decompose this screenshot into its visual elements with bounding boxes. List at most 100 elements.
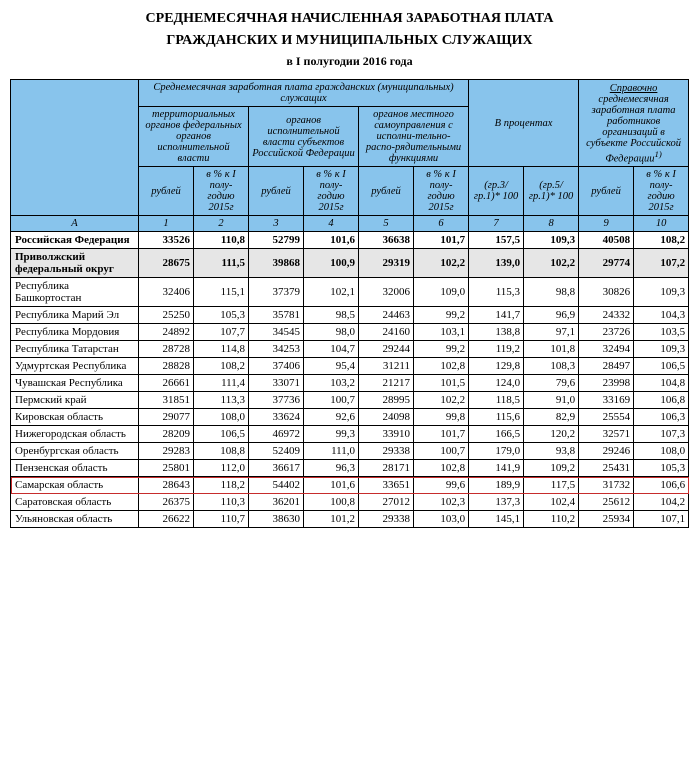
cell: 120,2: [524, 426, 579, 443]
cell: 25431: [579, 460, 634, 477]
cell: 157,5: [469, 232, 524, 249]
colnum-5: 5: [359, 216, 414, 232]
cell: 24098: [359, 409, 414, 426]
cell: 96,3: [304, 460, 359, 477]
row-label: Приволжский федеральный округ: [11, 249, 139, 278]
cell: 29283: [139, 443, 194, 460]
cell: 29077: [139, 409, 194, 426]
cell: 96,9: [524, 307, 579, 324]
cell: 108,2: [634, 232, 689, 249]
table-row: Приволжский федеральный округ28675111,53…: [11, 249, 689, 278]
header-pct-1: в % к I полу-годию 2015г: [194, 167, 249, 216]
cell: 179,0: [469, 443, 524, 460]
cell: 36638: [359, 232, 414, 249]
cell: 25554: [579, 409, 634, 426]
cell: 189,9: [469, 477, 524, 494]
cell: 24892: [139, 324, 194, 341]
cell: 29338: [359, 511, 414, 528]
cell: 108,2: [194, 358, 249, 375]
colnum-a: А: [11, 216, 139, 232]
cell: 39868: [249, 249, 304, 278]
cell: 145,1: [469, 511, 524, 528]
table-row: Самарская область28643118,254402101,6336…: [11, 477, 689, 494]
cell: 25934: [579, 511, 634, 528]
cell: 95,4: [304, 358, 359, 375]
cell: 110,8: [194, 232, 249, 249]
cell: 115,1: [194, 278, 249, 307]
cell: 101,7: [414, 232, 469, 249]
cell: 101,5: [414, 375, 469, 392]
cell: 102,1: [304, 278, 359, 307]
cell: 36201: [249, 494, 304, 511]
cell: 97,1: [524, 324, 579, 341]
header-rub-3: рублей: [359, 167, 414, 216]
cell: 34253: [249, 341, 304, 358]
cell: 101,7: [414, 426, 469, 443]
cell: 33526: [139, 232, 194, 249]
table-row: Пензенская область25801112,03661796,3281…: [11, 460, 689, 477]
cell: 119,2: [469, 341, 524, 358]
cell: 106,5: [634, 358, 689, 375]
header-p2: (гр.5/ гр.1)* 100: [524, 167, 579, 216]
table-row: Ульяновская область26622110,738630101,22…: [11, 511, 689, 528]
header-pct-4: в % к I полу-годию 2015г: [634, 167, 689, 216]
cell: 166,5: [469, 426, 524, 443]
row-label: Республика Марий Эл: [11, 307, 139, 324]
cell: 31211: [359, 358, 414, 375]
cell: 124,0: [469, 375, 524, 392]
cell: 115,3: [469, 278, 524, 307]
cell: 102,4: [524, 494, 579, 511]
header-group-2: В процентах: [469, 80, 579, 167]
cell: 27012: [359, 494, 414, 511]
cell: 138,8: [469, 324, 524, 341]
cell: 28209: [139, 426, 194, 443]
cell: 102,2: [414, 249, 469, 278]
cell: 108,8: [194, 443, 249, 460]
cell: 79,6: [524, 375, 579, 392]
cell: 109,3: [524, 232, 579, 249]
cell: 46972: [249, 426, 304, 443]
title-line-2: ГРАЖДАНСКИХ И МУНИЦИПАЛЬНЫХ СЛУЖАЩИХ: [10, 32, 689, 50]
title-line-1: СРЕДНЕМЕСЯЧНАЯ НАЧИСЛЕННАЯ ЗАРАБОТНАЯ ПЛ…: [10, 10, 689, 28]
cell: 91,0: [524, 392, 579, 409]
cell: 37736: [249, 392, 304, 409]
header-rub-2: рублей: [249, 167, 304, 216]
cell: 139,0: [469, 249, 524, 278]
cell: 102,2: [524, 249, 579, 278]
table-row: Республика Мордовия24892107,73454598,024…: [11, 324, 689, 341]
cell: 32406: [139, 278, 194, 307]
row-label: Пензенская область: [11, 460, 139, 477]
cell: 100,8: [304, 494, 359, 511]
cell: 36617: [249, 460, 304, 477]
cell: 29319: [359, 249, 414, 278]
cell: 33651: [359, 477, 414, 494]
cell: 35781: [249, 307, 304, 324]
table-row: Саратовская область26375110,336201100,82…: [11, 494, 689, 511]
header-rub-4: рублей: [579, 167, 634, 216]
header-rub-1: рублей: [139, 167, 194, 216]
cell: 33910: [359, 426, 414, 443]
cell: 108,0: [634, 443, 689, 460]
header-sub-1: территориальных органов федеральных орга…: [139, 107, 249, 167]
cell: 99,3: [304, 426, 359, 443]
table-row: Республика Марий Эл25250105,33578198,524…: [11, 307, 689, 324]
cell: 30826: [579, 278, 634, 307]
cell: 118,2: [194, 477, 249, 494]
row-label: Ульяновская область: [11, 511, 139, 528]
cell: 93,8: [524, 443, 579, 460]
cell: 28828: [139, 358, 194, 375]
cell: 32494: [579, 341, 634, 358]
colnum-6: 6: [414, 216, 469, 232]
table-row: Нижегородская область28209106,54697299,3…: [11, 426, 689, 443]
cell: 106,3: [634, 409, 689, 426]
cell: 28675: [139, 249, 194, 278]
cell: 110,3: [194, 494, 249, 511]
cell: 105,3: [194, 307, 249, 324]
row-label: Самарская область: [11, 477, 139, 494]
cell: 26622: [139, 511, 194, 528]
colnum-2: 2: [194, 216, 249, 232]
cell: 98,0: [304, 324, 359, 341]
cell: 117,5: [524, 477, 579, 494]
cell: 106,5: [194, 426, 249, 443]
cell: 33624: [249, 409, 304, 426]
